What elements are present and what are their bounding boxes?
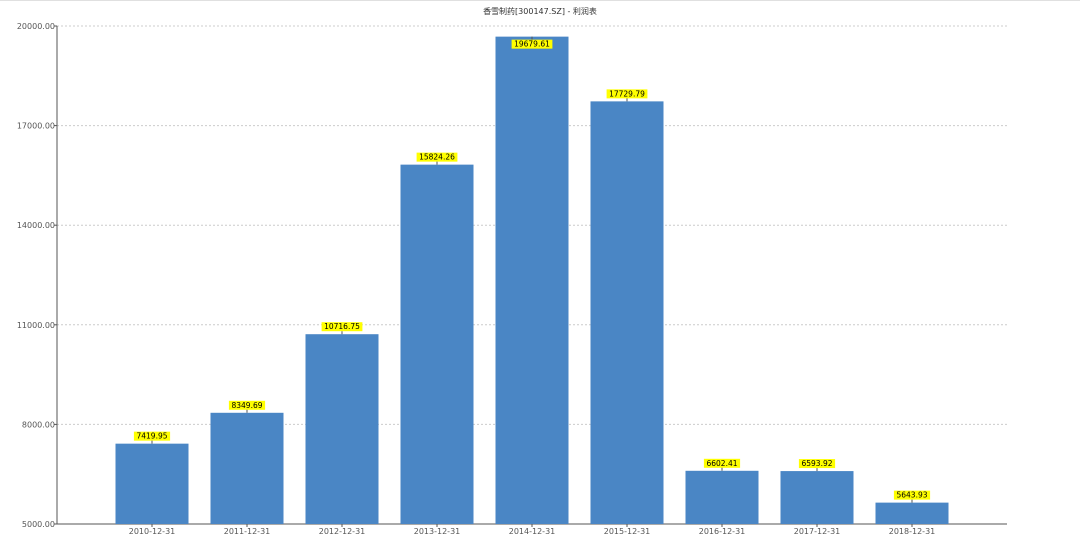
data-label-bg bbox=[416, 152, 458, 162]
x-tick-label: 2010-12-31 bbox=[129, 527, 176, 536]
y-tick-label: 14000.00 bbox=[17, 221, 55, 230]
data-label: 19679.61 bbox=[514, 40, 550, 49]
bar bbox=[400, 164, 474, 524]
data-label-bg bbox=[511, 39, 553, 49]
bar bbox=[590, 101, 664, 524]
bar bbox=[685, 470, 759, 524]
y-tick-label: 11000.00 bbox=[17, 321, 55, 330]
bar bbox=[495, 36, 569, 524]
x-tick-label: 2015-12-31 bbox=[604, 527, 651, 536]
x-tick-label: 2016-12-31 bbox=[699, 527, 746, 536]
data-label: 6593.92 bbox=[801, 459, 832, 468]
data-label-bg bbox=[703, 458, 741, 468]
data-label-bg bbox=[321, 322, 363, 332]
x-tick-label: 2014-12-31 bbox=[509, 527, 556, 536]
data-label-bg bbox=[606, 89, 648, 99]
x-tick-label: 2017-12-31 bbox=[794, 527, 841, 536]
y-tick-label: 5000.00 bbox=[22, 520, 55, 529]
x-tick-label: 2012-12-31 bbox=[319, 527, 366, 536]
x-tick-label: 2013-12-31 bbox=[414, 527, 461, 536]
x-tick-label: 2011-12-31 bbox=[224, 527, 271, 536]
data-label-bg bbox=[133, 431, 171, 441]
data-label: 8349.69 bbox=[231, 401, 262, 410]
bar bbox=[210, 412, 284, 524]
data-label: 5643.93 bbox=[896, 491, 927, 500]
data-label: 15824.26 bbox=[419, 153, 455, 162]
data-label: 10716.75 bbox=[324, 322, 360, 331]
y-tick-label: 8000.00 bbox=[22, 420, 55, 429]
bar bbox=[115, 443, 189, 524]
data-label: 17729.79 bbox=[609, 89, 645, 98]
y-tick-label: 20000.00 bbox=[17, 22, 55, 31]
data-label: 6602.41 bbox=[706, 459, 737, 468]
bar bbox=[305, 334, 379, 524]
data-label: 7419.95 bbox=[136, 432, 167, 441]
x-tick-label: 2018-12-31 bbox=[889, 527, 936, 536]
chart-title: 香雪制药[300147.SZ] - 利润表 bbox=[483, 7, 597, 16]
bar bbox=[780, 471, 854, 524]
y-tick-label: 17000.00 bbox=[17, 122, 55, 131]
data-label-bg bbox=[798, 459, 836, 469]
bar bbox=[875, 502, 949, 524]
data-label-bg bbox=[893, 490, 931, 500]
data-label-bg bbox=[228, 400, 266, 410]
